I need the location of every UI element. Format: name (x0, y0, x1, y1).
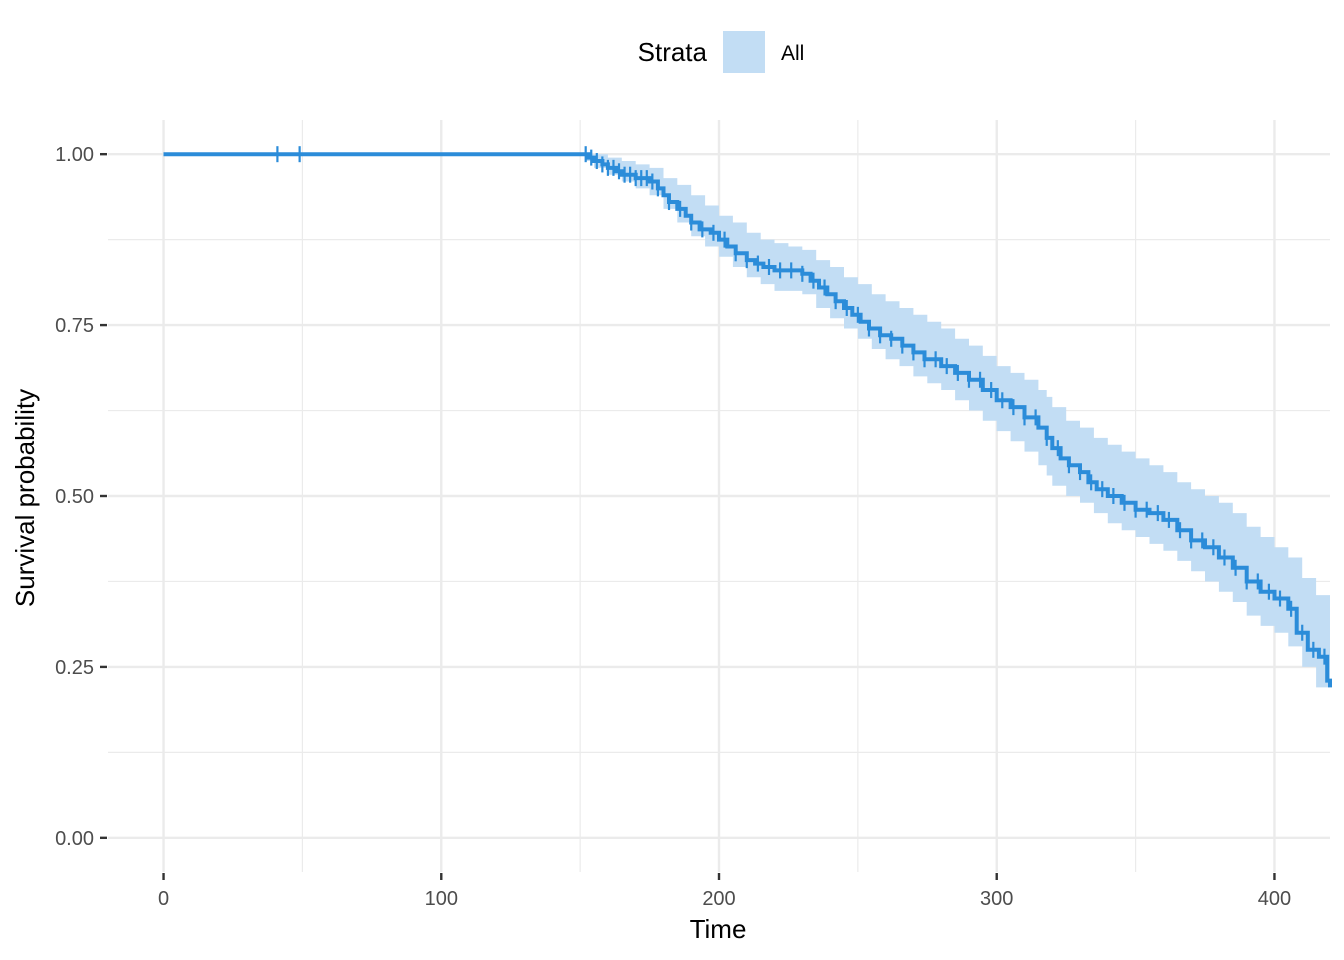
y-axis: 0.00 0.25 0.50 0.75 1.00 (55, 144, 107, 850)
legend: Strata All (638, 31, 804, 73)
legend-label-all: All (781, 42, 804, 65)
confidence-band (163, 154, 1330, 719)
y-tick-label: 0.75 (55, 315, 94, 337)
y-tick-label: 1.00 (55, 144, 94, 166)
y-tick-label: 0.50 (55, 486, 94, 508)
censor-marks (276, 146, 1326, 665)
x-axis: 0 100 200 300 400 (158, 873, 1291, 910)
x-tick-label: 400 (1258, 888, 1291, 910)
x-axis-title: Time (690, 914, 747, 944)
y-axis-title: Survival probability (10, 389, 40, 607)
legend-key-all (723, 31, 765, 73)
x-tick-label: 0 (158, 888, 169, 910)
x-tick-label: 100 (425, 888, 458, 910)
x-tick-label: 300 (980, 888, 1013, 910)
y-tick-label: 0.25 (55, 657, 94, 679)
x-tick-label: 200 (702, 888, 735, 910)
confidence-band-area (163, 154, 1330, 719)
legend-title: Strata (638, 37, 708, 67)
y-tick-label: 0.00 (55, 828, 94, 850)
